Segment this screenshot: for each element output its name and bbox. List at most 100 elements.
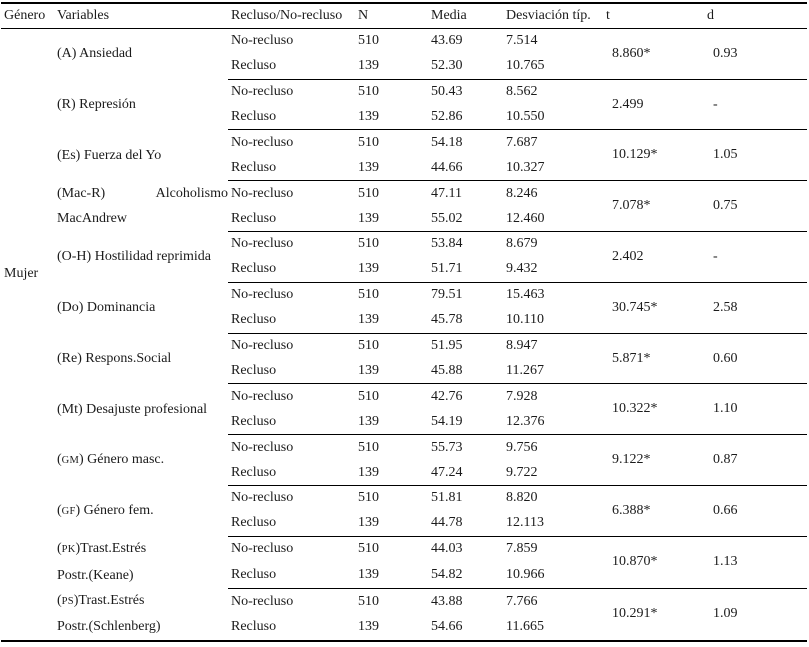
variable-cell: (GF) Género fem. xyxy=(57,502,154,518)
sd-cell: 7.859 xyxy=(503,535,603,563)
variable-line1: (Mac-R) Alcoholismo xyxy=(57,185,228,201)
sd-cell: 8.246 xyxy=(503,180,603,207)
media-cell: 43.69 xyxy=(431,33,463,49)
table-row: (Do) Dominancia No-recluso 510 79.51 15.… xyxy=(1,281,807,334)
n-cell: 139 xyxy=(358,464,379,480)
n-cell: 510 xyxy=(355,78,428,105)
table-row: Recluso 139 45.78 10.110 xyxy=(1,308,807,333)
grupo-cell: Recluso xyxy=(231,312,277,328)
grupo-cell: No-recluso xyxy=(228,231,355,257)
table-row: Recluso 139 47.24 9.722 xyxy=(1,460,807,485)
t-value-cell: 10.322* xyxy=(603,383,704,435)
grupo-cell: Recluso xyxy=(231,261,277,277)
grupo-cell: No-recluso xyxy=(228,332,355,359)
t-value-cell: 10.870* xyxy=(603,535,704,589)
d-value-cell: 1.05 xyxy=(704,129,807,181)
d-value-cell: 0.93 xyxy=(713,45,738,61)
media-cell: 51.71 xyxy=(431,261,463,277)
table-row: (GM) Género masc. No-recluso 510 55.73 9… xyxy=(1,434,807,486)
variable-line2: Postr.(Keane) xyxy=(57,567,134,583)
media-cell: 53.84 xyxy=(428,231,503,257)
t-value-cell: 8.860* xyxy=(612,45,651,61)
table-row: (PS)Trast.Estrés Postr.(Schlenberg) No-r… xyxy=(1,587,807,641)
grupo-cell: Recluso xyxy=(231,413,277,429)
table-row: (R) Represión No-recluso 510 50.43 8.562… xyxy=(1,78,807,130)
sd-cell: 10.966 xyxy=(506,566,545,582)
grupo-cell: Recluso xyxy=(231,464,277,480)
n-cell: 139 xyxy=(358,619,379,635)
header-grupo: Recluso/No-recluso xyxy=(228,3,355,29)
grupo-cell: No-recluso xyxy=(228,281,355,308)
sd-cell: 8.679 xyxy=(503,231,603,257)
t-value-cell: 10.129* xyxy=(603,129,704,181)
grupo-cell: Recluso xyxy=(231,515,277,531)
grupo-cell: No-recluso xyxy=(228,587,355,615)
genero-cell: Mujer xyxy=(1,28,54,640)
variable-line2: Postr.(Schlenberg) xyxy=(57,619,161,635)
sd-cell: 12.460 xyxy=(506,210,545,226)
n-cell: 510 xyxy=(355,484,428,511)
variable-cell: (Do) Dominancia xyxy=(57,300,156,316)
grupo-cell: No-recluso xyxy=(228,78,355,105)
table-row: (Es) Fuerza del Yo No-recluso 510 54.18 … xyxy=(1,129,807,181)
table-row: (Mt) Desajuste profesional No-recluso 51… xyxy=(1,383,807,435)
table-row: Recluso 139 54.82 10.966 xyxy=(1,562,807,588)
variable-cell: (O-H) Hostilidad reprimida xyxy=(57,249,211,265)
media-cell: 45.78 xyxy=(431,312,463,328)
n-cell: 510 xyxy=(355,281,428,308)
variable-cell: (Es) Fuerza del Yo xyxy=(57,147,162,163)
genero-value: Mujer xyxy=(4,265,39,281)
media-cell: 45.88 xyxy=(431,362,463,378)
grupo-cell: No-recluso xyxy=(228,484,355,511)
sd-cell: 7.928 xyxy=(503,383,603,410)
d-value-cell: 2.58 xyxy=(704,281,807,334)
media-cell: 54.82 xyxy=(431,566,463,582)
n-cell: 510 xyxy=(358,33,379,49)
sd-cell: 7.514 xyxy=(506,33,538,49)
media-cell: 54.19 xyxy=(431,413,463,429)
sd-cell: 8.562 xyxy=(503,78,603,105)
d-value-cell: 0.66 xyxy=(704,484,807,537)
t-value-cell: 30.745* xyxy=(603,281,704,334)
table-row: (GF) Género fem. No-recluso 510 51.81 8.… xyxy=(1,484,807,537)
variable-line1: (PS)Trast.Estrés xyxy=(57,593,145,609)
sd-cell: 11.665 xyxy=(506,619,544,635)
sd-cell: 10.550 xyxy=(506,109,545,124)
table-row: Recluso 139 54.19 12.376 xyxy=(1,409,807,434)
n-cell: 139 xyxy=(358,362,379,378)
d-value-cell: 0.60 xyxy=(704,332,807,384)
sd-cell: 10.327 xyxy=(506,159,545,175)
d-value-cell: 0.87 xyxy=(704,434,807,486)
d-value-cell: 1.13 xyxy=(704,535,807,589)
sd-cell: 9.756 xyxy=(503,434,603,461)
n-cell: 139 xyxy=(358,312,379,328)
header-n: N xyxy=(355,3,428,29)
media-cell: 47.24 xyxy=(431,464,463,480)
n-cell: 139 xyxy=(358,210,379,226)
media-cell: 43.88 xyxy=(428,587,503,615)
sd-cell: 12.113 xyxy=(506,515,544,531)
variable-cell: (Re) Respons.Social xyxy=(57,350,172,366)
d-value-cell: 0.75 xyxy=(704,180,807,232)
n-cell: 510 xyxy=(355,587,428,615)
n-cell: 139 xyxy=(358,566,379,582)
table-row: Recluso 139 44.66 10.327 xyxy=(1,155,807,180)
table-row: Recluso 139 52.30 10.765 xyxy=(1,54,807,79)
table-row: Recluso 139 54.66 11.665 xyxy=(1,614,807,640)
header-desviacion: Desviación típ. xyxy=(503,3,603,29)
table-row: (Mac-R) Alcoholismo MacAndrew No-recluso … xyxy=(1,180,807,232)
sd-cell: 10.765 xyxy=(506,58,545,74)
media-cell: 44.78 xyxy=(431,515,463,531)
variable-cell: (Mac-R) Alcoholismo MacAndrew xyxy=(54,181,228,232)
media-cell: 44.66 xyxy=(431,159,463,175)
grupo-cell: No-recluso xyxy=(228,180,355,207)
variable-cell: (GM) Género masc. xyxy=(57,451,165,467)
media-cell: 54.18 xyxy=(428,129,503,156)
n-cell: 139 xyxy=(358,261,379,277)
t-value-cell: 6.388* xyxy=(603,484,704,537)
grupo-cell: Recluso xyxy=(231,210,277,226)
n-cell: 139 xyxy=(358,58,379,74)
table-row: Recluso 139 55.02 12.460 xyxy=(1,206,807,231)
table-row: (Re) Respons.Social No-recluso 510 51.95… xyxy=(1,332,807,384)
